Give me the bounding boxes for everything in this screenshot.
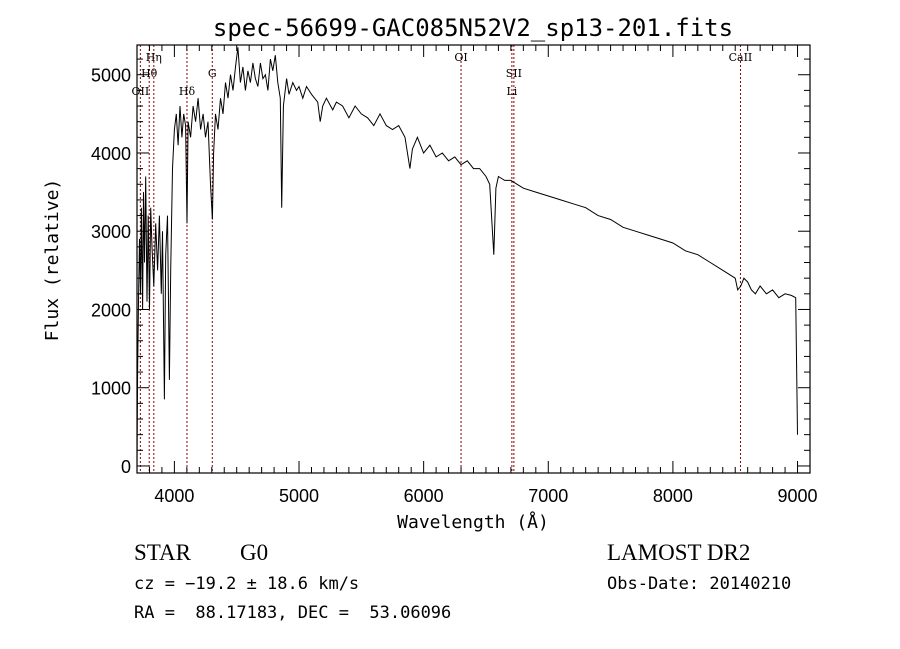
redshift-text: cz = −19.2 ± 18.6 km/s bbox=[134, 574, 360, 594]
x-axis-label: Wavelength (Å) bbox=[397, 511, 549, 533]
y-tick-label: 1000 bbox=[91, 379, 131, 399]
line-marker-label: CaII bbox=[729, 51, 753, 64]
y-tick-label: 2000 bbox=[91, 300, 131, 320]
plot-frame bbox=[136, 44, 811, 474]
coordinates: RA = 88.17183, DEC = 53.06096 bbox=[134, 603, 452, 623]
x-tick-label: 6000 bbox=[404, 486, 444, 506]
obs-date: Obs-Date: 20140210 bbox=[607, 574, 792, 594]
y-tick-label: 0 bbox=[121, 457, 131, 477]
line-marker-label: OII bbox=[132, 85, 150, 98]
x-tick-label: 5000 bbox=[279, 486, 319, 506]
x-tick-label: 4000 bbox=[154, 486, 194, 506]
x-tick-label: 7000 bbox=[528, 486, 568, 506]
line-marker-label: Hθ bbox=[141, 67, 158, 80]
line-marker-label: Hη bbox=[146, 51, 162, 64]
line-marker-label: Li bbox=[506, 85, 517, 98]
object-subclass: G0 bbox=[240, 540, 269, 565]
line-marker-label: G bbox=[208, 67, 217, 80]
y-tick-label: 5000 bbox=[91, 66, 131, 86]
y-tick-label: 3000 bbox=[91, 222, 131, 242]
line-marker-label: OI bbox=[454, 51, 467, 64]
y-axis-label: Flux (relative) bbox=[42, 179, 63, 342]
line-marker-label: Hδ bbox=[179, 85, 196, 98]
object-class: STAR bbox=[134, 540, 191, 565]
x-tick-label: 8000 bbox=[653, 486, 693, 506]
line-marker-label: SII bbox=[506, 67, 522, 80]
x-tick-label: 9000 bbox=[778, 486, 818, 506]
survey-label: LAMOST DR2 bbox=[607, 540, 751, 565]
spectrum-line bbox=[136, 47, 798, 467]
chart-title: spec-56699-GAC085N52V2_sp13-201.fits bbox=[213, 14, 733, 42]
y-tick-label: 4000 bbox=[91, 144, 131, 164]
